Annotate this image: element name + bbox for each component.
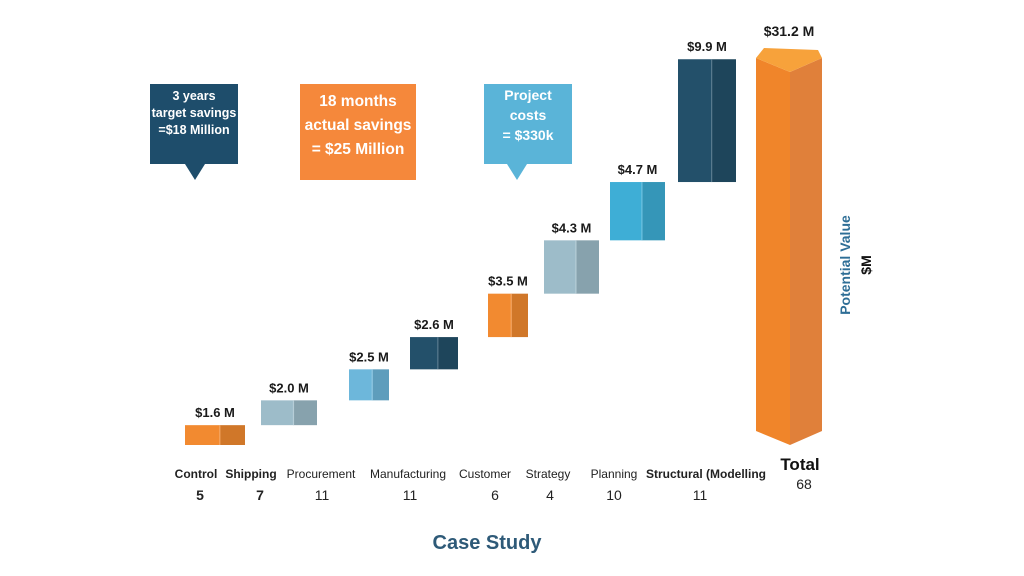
bar-planning bbox=[610, 182, 665, 241]
total-count-label: 68 bbox=[796, 476, 812, 492]
value-label: $2.0 M bbox=[269, 380, 309, 395]
count-label: 11 bbox=[693, 487, 708, 503]
callout-2: 18 months actual savings = $25 Million bbox=[300, 84, 416, 180]
callout-line: costs bbox=[510, 107, 547, 123]
category-label: Customer bbox=[459, 467, 511, 481]
bar-procurement bbox=[349, 369, 389, 401]
count-label: 10 bbox=[606, 487, 622, 503]
category-label: Strategy bbox=[526, 467, 571, 481]
value-label: $9.9 M bbox=[687, 39, 727, 54]
count-label: 5 bbox=[196, 487, 204, 503]
callout-line: =$18 Million bbox=[158, 123, 229, 137]
callout-line: = $330k bbox=[503, 127, 554, 143]
y-axis-unit: $M bbox=[858, 255, 874, 274]
bar-strategy bbox=[544, 240, 599, 294]
callout-line: 3 years bbox=[172, 89, 215, 103]
count-label: 11 bbox=[315, 487, 330, 503]
callout-line: target savings bbox=[152, 106, 237, 120]
bar-customer bbox=[488, 293, 528, 338]
callout-line: actual savings bbox=[305, 117, 412, 134]
callout-3: Project costs = $330k bbox=[484, 84, 572, 180]
count-label: 6 bbox=[491, 487, 499, 503]
total-label: Total bbox=[780, 455, 819, 474]
count-label: 4 bbox=[546, 487, 554, 503]
bar-structural-modelling bbox=[678, 59, 736, 183]
bar-shipping bbox=[261, 400, 317, 426]
value-label: $1.6 M bbox=[195, 405, 235, 420]
category-label: Shipping bbox=[225, 467, 276, 481]
bar-control bbox=[185, 425, 245, 445]
category-label: Procurement bbox=[287, 467, 356, 481]
total-value-label: $31.2 M bbox=[764, 23, 815, 39]
category-label: Structural (Modelling bbox=[646, 467, 766, 481]
count-label: 11 bbox=[403, 487, 418, 503]
value-label: $4.3 M bbox=[552, 220, 592, 235]
callout-1: 3 years target savings =$18 Million bbox=[150, 84, 238, 180]
value-label: $2.5 M bbox=[349, 349, 389, 364]
callout-line: = $25 Million bbox=[312, 141, 405, 158]
bar-manufacturing bbox=[410, 337, 458, 370]
y-axis-title: Potential Value bbox=[837, 215, 853, 315]
bar-total bbox=[756, 48, 822, 445]
category-label: Control bbox=[175, 467, 218, 481]
x-axis-title: Case Study bbox=[433, 532, 543, 554]
category-label: Planning bbox=[591, 467, 638, 481]
value-label: $4.7 M bbox=[618, 162, 658, 177]
count-label: 7 bbox=[256, 487, 264, 503]
value-label: $3.5 M bbox=[488, 274, 528, 289]
category-label: Manufacturing bbox=[370, 467, 446, 481]
callout-line: Project bbox=[504, 87, 552, 103]
callout-line: 18 months bbox=[319, 93, 397, 110]
value-label: $2.6 M bbox=[414, 317, 454, 332]
